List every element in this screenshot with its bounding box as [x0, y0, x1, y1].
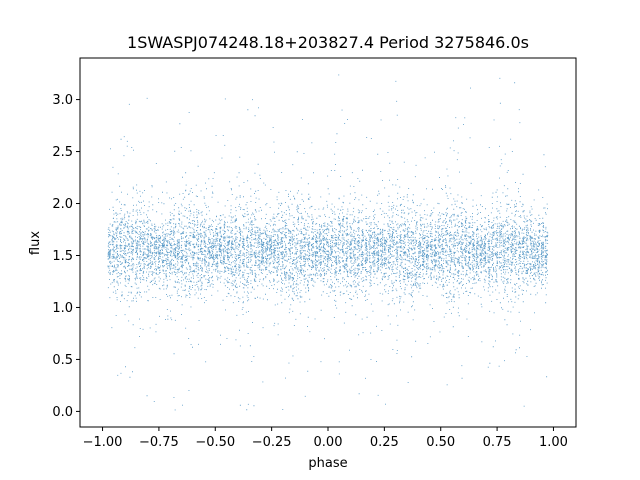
- y-axis-label: flux: [28, 231, 43, 255]
- y-tick-label: 2.5: [52, 145, 73, 160]
- y-axis: 0.0 0.5 1.0 1.5 2.0 2.5 3.0: [52, 93, 80, 420]
- scatter-points: [107, 74, 549, 411]
- y-tick-label: 0.0: [52, 405, 73, 420]
- x-tick-label: −0.25: [252, 435, 292, 450]
- x-tick-label: 0.00: [314, 435, 343, 450]
- x-axis: −1.00 −0.75 −0.50 −0.25 0.00 0.25 0.50 0.75 1.00: [83, 427, 568, 450]
- x-tick-label: 0.50: [426, 435, 455, 450]
- x-tick-label: −0.75: [139, 435, 179, 450]
- y-tick-label: 3.0: [52, 93, 73, 108]
- y-tick-label: 2.0: [52, 197, 73, 212]
- y-tick-label: 1.5: [52, 249, 73, 264]
- y-tick-label: 0.5: [52, 353, 73, 368]
- chart-title: 1SWASPJ074248.18+203827.4 Period 3275846…: [127, 33, 529, 52]
- x-axis-label: phase: [308, 456, 347, 471]
- x-tick-label: −0.50: [195, 435, 235, 450]
- x-tick-label: −1.00: [83, 435, 123, 450]
- scatter-point-cloud: [107, 74, 549, 411]
- x-tick-label: 0.75: [483, 435, 512, 450]
- y-tick-label: 1.0: [52, 301, 73, 316]
- x-tick-label: 0.25: [370, 435, 399, 450]
- x-tick-label: 1.00: [539, 435, 568, 450]
